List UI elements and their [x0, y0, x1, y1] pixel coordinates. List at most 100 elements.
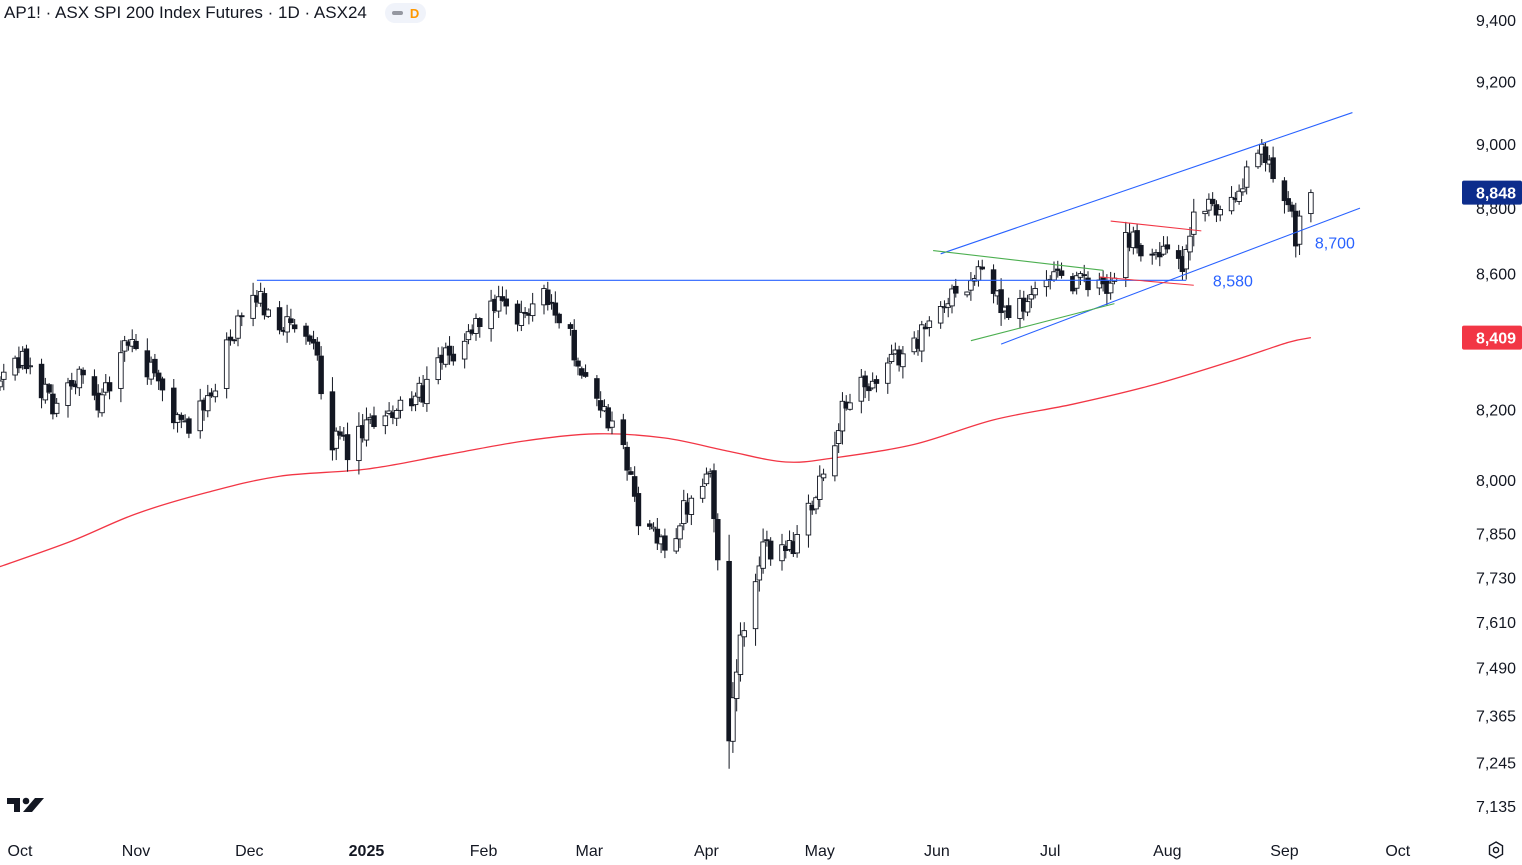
candle	[473, 313, 479, 341]
candle	[205, 384, 211, 418]
candle	[1270, 146, 1276, 183]
candle	[488, 289, 494, 342]
candle	[1308, 189, 1314, 223]
candle	[443, 342, 449, 368]
y-tick-label: 9,400	[1476, 13, 1516, 30]
candle	[650, 522, 657, 532]
candle	[197, 388, 203, 439]
y-tick-label: 8,800	[1476, 201, 1516, 218]
candle	[303, 322, 309, 345]
candle	[186, 416, 192, 439]
candle	[699, 478, 706, 503]
last-price-label-box	[1462, 180, 1522, 205]
blue-trend-line[interactable]	[1000, 207, 1361, 345]
candle	[76, 366, 83, 396]
candle	[106, 376, 113, 400]
candle	[265, 308, 271, 318]
candle	[344, 422, 351, 472]
candle	[730, 682, 736, 753]
candle	[152, 353, 158, 377]
green-trend-line[interactable]	[933, 249, 1104, 271]
candle	[1024, 294, 1031, 317]
y-tick-label: 7,135	[1476, 799, 1516, 816]
settings-icon[interactable]	[1486, 840, 1506, 865]
candle	[99, 388, 105, 417]
candle	[733, 659, 740, 712]
green-trend-line[interactable]	[970, 303, 1115, 342]
candle	[223, 332, 230, 399]
candle	[27, 357, 33, 375]
candle	[628, 467, 634, 475]
y-tick-label: 7,245	[1476, 755, 1516, 772]
candle	[1028, 285, 1035, 309]
red-trend-line[interactable]	[1099, 276, 1194, 286]
candle	[477, 317, 483, 338]
candle	[1296, 210, 1303, 255]
candle	[284, 304, 290, 343]
x-tick-label: Jun	[924, 843, 950, 860]
candle	[926, 316, 933, 337]
candle	[545, 281, 551, 311]
candle	[1202, 210, 1208, 222]
candle	[726, 534, 732, 769]
candle	[594, 375, 600, 407]
candle	[756, 556, 763, 592]
candle	[937, 301, 944, 329]
candle	[688, 495, 695, 526]
candle	[1281, 177, 1288, 214]
candle	[118, 340, 124, 403]
red-trend-line[interactable]	[1110, 220, 1202, 232]
candle	[250, 282, 256, 327]
candle	[597, 391, 604, 418]
candle	[1191, 198, 1197, 247]
candle	[495, 285, 502, 318]
candle	[1217, 205, 1223, 222]
candle	[1055, 260, 1061, 278]
candle	[813, 495, 819, 515]
blue-trend-line[interactable]	[940, 112, 1353, 255]
candle	[80, 367, 86, 384]
candle	[1, 363, 7, 391]
candle	[1164, 236, 1171, 254]
candle	[869, 372, 876, 390]
candle	[1149, 248, 1155, 265]
symbol-title[interactable]: AP1! · ASX SPI 200 Index Futures · 1D · …	[4, 3, 367, 22]
candle	[635, 486, 642, 536]
candle	[767, 537, 774, 566]
candle	[307, 334, 313, 345]
candle	[737, 622, 744, 682]
x-tick-label: Aug	[1153, 843, 1181, 860]
candle	[605, 404, 611, 432]
candle	[1032, 281, 1038, 299]
candle	[53, 398, 60, 418]
candle	[711, 463, 717, 533]
candle	[333, 427, 339, 461]
y-tick-label: 7,850	[1476, 527, 1516, 544]
candle	[741, 622, 747, 647]
x-tick-label: Sep	[1270, 843, 1299, 860]
badge-letter: D	[409, 5, 420, 21]
candle	[159, 376, 166, 402]
candle	[953, 278, 959, 298]
candle	[310, 330, 317, 350]
x-tick-label: Feb	[470, 843, 498, 860]
candle	[393, 408, 400, 427]
candle	[356, 412, 362, 475]
candle	[888, 344, 895, 364]
candle	[461, 333, 468, 369]
candle	[382, 410, 389, 435]
candle	[922, 322, 929, 330]
candle	[805, 494, 812, 548]
market-status-badge[interactable]: D	[384, 3, 427, 23]
candle	[1187, 226, 1193, 261]
candle	[1107, 271, 1114, 300]
candle	[424, 366, 430, 412]
candle	[1157, 242, 1163, 267]
candle	[465, 324, 472, 345]
chart-header: AP1! · ASX SPI 200 Index Futures · 1D · …	[4, 1, 427, 25]
candle	[900, 346, 906, 379]
candle	[832, 431, 838, 482]
tradingview-logo-icon[interactable]	[6, 795, 46, 820]
candle	[1209, 192, 1216, 207]
